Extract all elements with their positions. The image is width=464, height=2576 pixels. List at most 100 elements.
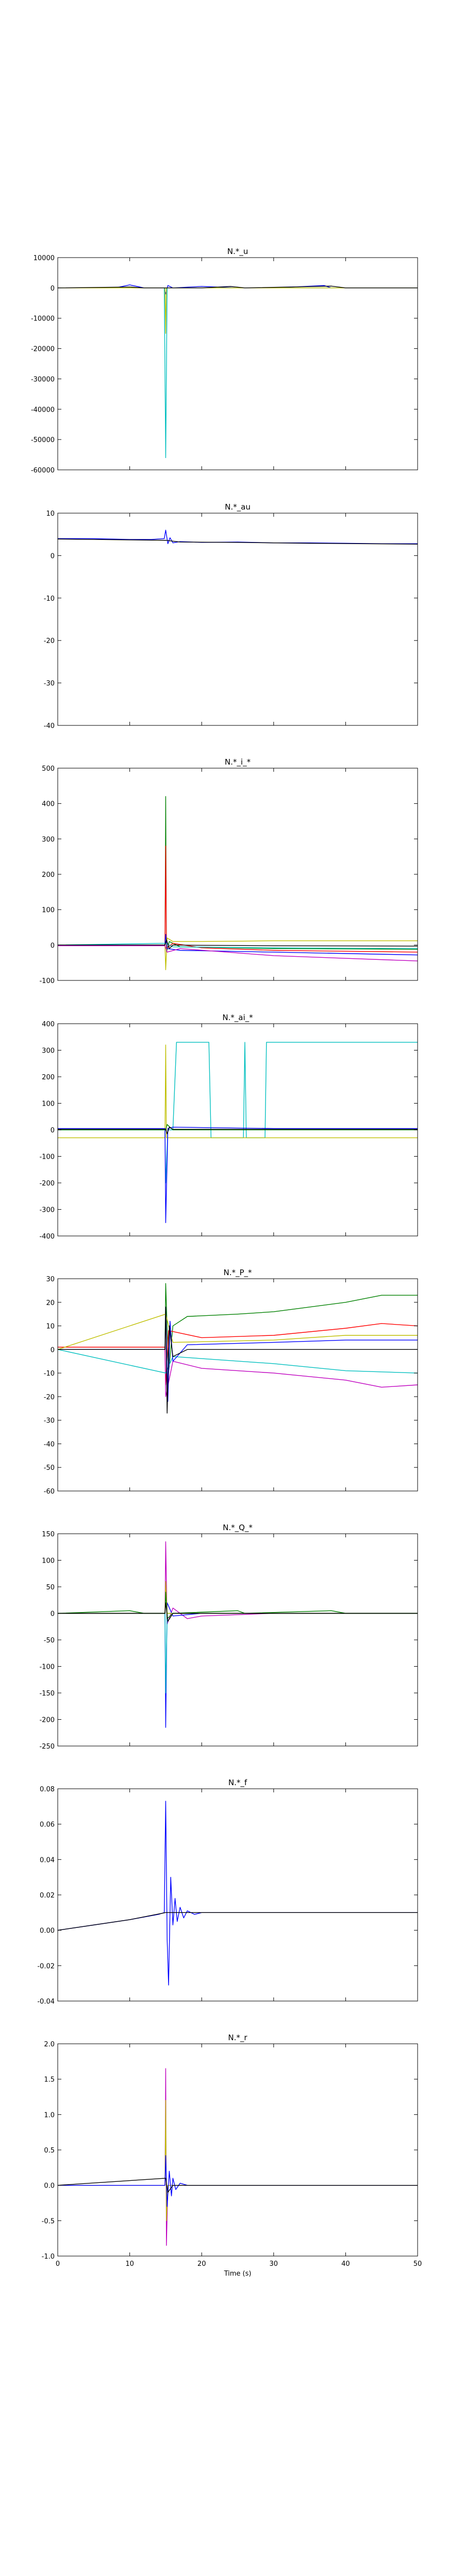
series-line [58, 1042, 418, 1183]
series-line [58, 2178, 418, 2193]
y-tick-label: -30000 [31, 376, 55, 383]
y-tick-label: 10 [46, 510, 55, 518]
series-line [58, 287, 418, 459]
x-tick-label: 0 [56, 2260, 60, 2268]
series-line [58, 1591, 418, 1619]
series-line [58, 2155, 418, 2207]
y-tick-label: 200 [42, 1074, 55, 1081]
series-line [58, 284, 418, 295]
series-line [58, 1307, 418, 1402]
y-tick-label: -50 [44, 1637, 55, 1645]
x-tick-label: 30 [270, 2260, 278, 2268]
y-tick-label: -400 [39, 1233, 55, 1241]
series-line [58, 1127, 418, 1223]
series-line [58, 945, 418, 961]
y-tick-label: -20 [44, 1394, 55, 1401]
y-tick-label: -50 [44, 1464, 55, 1472]
y-tick-label: 200 [42, 871, 55, 879]
series-line [58, 1581, 418, 1614]
y-tick-label: -10 [44, 595, 55, 603]
y-tick-label: -100 [39, 1664, 55, 1671]
series-line [58, 2100, 418, 2222]
series-line [58, 287, 418, 334]
y-tick-label: -60000 [31, 467, 55, 474]
y-tick-label: 0 [51, 1346, 55, 1354]
series-line [58, 1912, 418, 1931]
y-tick-label: -100 [39, 977, 55, 985]
y-tick-label: 300 [42, 1047, 55, 1055]
series-line [58, 2068, 418, 2246]
x-tick-label: 40 [341, 2260, 350, 2268]
y-tick-label: 0 [51, 552, 55, 560]
y-tick-label: -200 [39, 1180, 55, 1188]
series-line [58, 1613, 418, 1693]
y-tick-label: 500 [42, 765, 55, 773]
series-line [58, 1124, 418, 1130]
y-tick-label: 100 [42, 907, 55, 914]
y-tick-label: -20 [44, 637, 55, 645]
y-tick-label: 100 [42, 1100, 55, 1108]
y-tick-label: 0.5 [44, 2147, 55, 2155]
y-tick-label: 0.0 [44, 2182, 55, 2190]
chart-title: N.*_au [225, 502, 251, 512]
plot-frame [57, 1278, 418, 1492]
series-line [58, 1307, 418, 1414]
chart-title: N.*_Q_* [223, 1523, 253, 1533]
series-line [58, 1349, 418, 1397]
y-tick-label: 0.08 [40, 1786, 55, 1793]
y-tick-label: 400 [42, 1021, 55, 1028]
y-tick-label: 0 [51, 942, 55, 950]
x-tick-label: 20 [197, 2260, 206, 2268]
y-tick-label: 2.0 [44, 2041, 55, 2048]
series-line [58, 1323, 418, 1385]
series-line [58, 796, 418, 953]
y-tick-label: 300 [42, 836, 55, 843]
y-tick-label: 10 [46, 1323, 55, 1331]
chart-title: N.*_r [228, 2033, 247, 2043]
series-line [58, 285, 418, 289]
y-tick-label: -10000 [31, 315, 55, 323]
y-tick-label: -0.02 [37, 1962, 55, 1970]
chart-title: N.*_ai_* [222, 1013, 253, 1023]
plot-frame [57, 257, 418, 470]
y-tick-label: -40 [44, 1440, 55, 1448]
series-line [58, 1313, 418, 1350]
y-tick-label: 10000 [34, 255, 55, 262]
chart-title: N.*_P_* [223, 1268, 252, 1278]
y-tick-label: -100 [39, 1154, 55, 1161]
y-tick-label: -40000 [31, 406, 55, 414]
y-tick-label: 100 [42, 1557, 55, 1565]
series-line [58, 939, 418, 949]
y-tick-label: 0 [51, 1611, 55, 1618]
chart-title: N.*_i_* [225, 757, 251, 767]
series-line [58, 1602, 418, 1728]
y-tick-label: 1.0 [44, 2111, 55, 2119]
y-tick-label: -30 [44, 1417, 55, 1425]
y-tick-label: -1.0 [42, 2253, 55, 2261]
y-tick-label: -60 [44, 1488, 55, 1496]
y-tick-label: 400 [42, 801, 55, 808]
y-tick-label: -0.04 [37, 1998, 55, 2006]
y-tick-label: 30 [46, 1276, 55, 1283]
y-tick-label: -300 [39, 1207, 55, 1214]
x-tick-label: 10 [125, 2260, 134, 2268]
y-tick-label: 0.06 [40, 1821, 55, 1829]
y-tick-label: -30 [44, 680, 55, 688]
series-line [58, 943, 418, 949]
y-tick-label: 150 [42, 1531, 55, 1538]
y-tick-label: -250 [39, 1743, 55, 1751]
plot-frame [57, 2043, 418, 2257]
series-line [58, 937, 418, 971]
plot-frame [57, 1533, 418, 1747]
series-line [58, 1801, 418, 1986]
y-tick-label: 0 [51, 1127, 55, 1134]
y-tick-label: -10 [44, 1370, 55, 1378]
chart-title: N.*_u [227, 247, 248, 257]
y-tick-label: 0.04 [40, 1856, 55, 1864]
y-tick-label: -50000 [31, 436, 55, 444]
y-tick-label: 20 [46, 1299, 55, 1307]
plot-frame [57, 1788, 418, 2002]
y-tick-label: 0 [51, 285, 55, 293]
x-tick-label: 50 [413, 2260, 422, 2268]
